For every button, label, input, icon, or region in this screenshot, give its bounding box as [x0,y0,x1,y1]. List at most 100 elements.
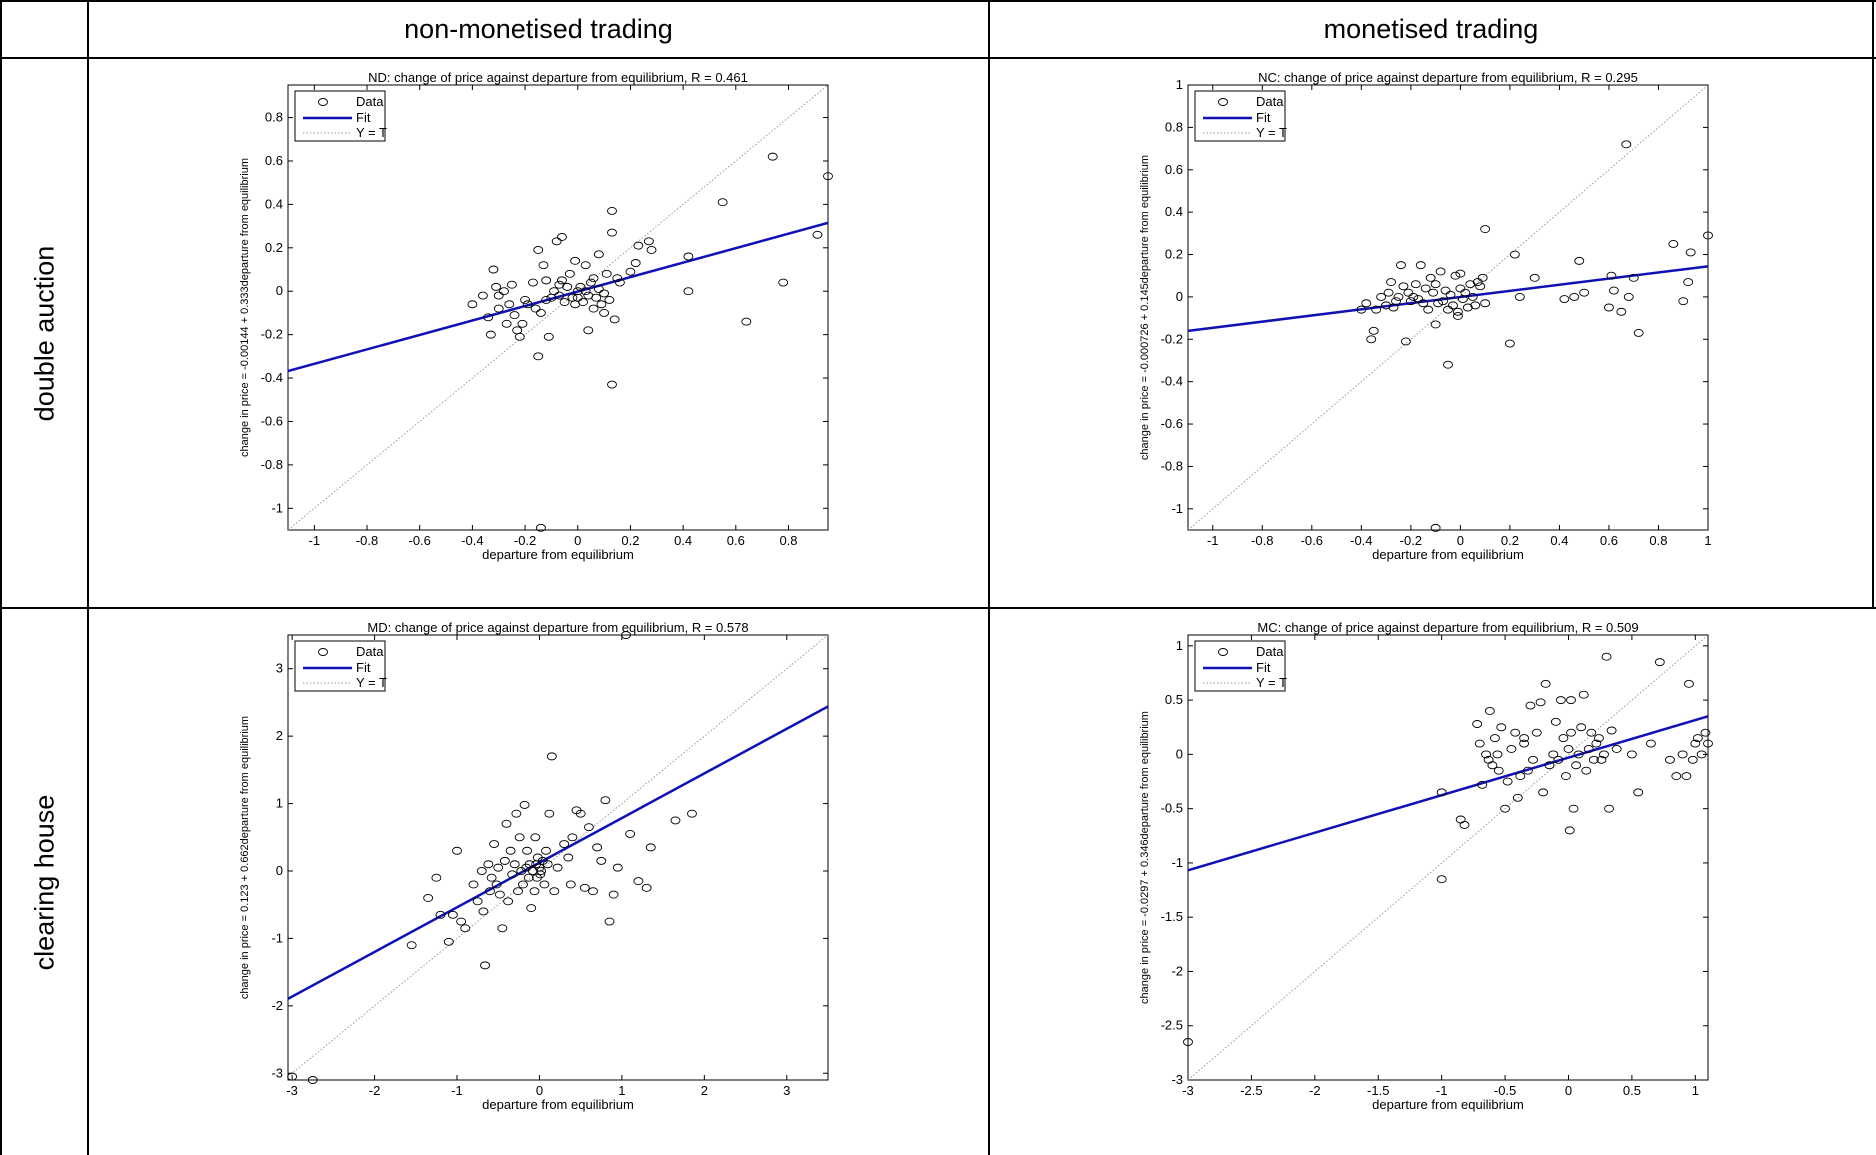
data-point [513,887,523,896]
x-tick-label: -1 [1207,533,1219,548]
x-tick-label: -0.4 [1350,533,1372,548]
data-point [741,317,752,326]
data-point [523,873,534,882]
y-tick-label: 0.2 [265,240,283,255]
data-point [1561,772,1571,781]
data-point [1425,273,1436,282]
data-point [1371,305,1382,314]
y-tick-label: 0.5 [1165,692,1183,707]
x-tick-label: 0.2 [1501,533,1519,548]
y-tick-label: -1 [1171,855,1183,870]
x-tick-label: -0.6 [409,533,431,548]
fit-line [1188,715,1708,872]
legend-yeqt-label: Y = T [356,125,387,140]
data-point [1548,750,1559,759]
data-point [1578,690,1589,699]
x-tick-label: -2.5 [1240,1083,1262,1098]
data-point [493,291,504,300]
data-point [1480,299,1491,308]
data-point [683,287,694,296]
legend-fit-label: Fit [356,660,371,675]
data-point [1474,739,1485,748]
data-point [593,285,604,293]
data-point [486,873,497,882]
data-point [1423,305,1434,314]
legend-fit-label: Fit [356,110,371,125]
data-point [645,843,656,852]
data-point [522,300,533,309]
y-tick-label: 3 [276,661,283,676]
data-point [630,259,641,267]
data-point [604,295,615,304]
data-point [607,380,617,389]
data-point [1665,755,1675,764]
legend-data-marker [1218,648,1228,656]
data-point [1506,745,1517,753]
x-tick-label: 0 [1565,1083,1572,1098]
data-point [1436,788,1447,797]
legend-data-label: Data [356,94,384,109]
data-point [683,252,694,261]
data-point [564,269,575,278]
data-point [1566,728,1576,737]
data-point [1687,755,1698,764]
data-point [1436,875,1447,884]
data-point [467,300,478,309]
data-point [1677,750,1688,759]
y-tick-label: 0.6 [1165,162,1183,177]
chart-title: MC: change of price against departure fr… [1257,620,1638,635]
x-tick-label: 0.4 [674,533,692,548]
table-divider-center [988,0,990,1155]
data-point [536,867,547,875]
data-point [530,833,541,842]
x-tick-label: -3 [1182,1083,1194,1098]
data-point [687,809,697,818]
y-tick-label: -0.6 [1161,416,1183,431]
x-tick-label: 0.4 [1550,533,1568,548]
data-point [1376,292,1387,301]
data-point [506,280,517,289]
data-point [572,293,583,302]
data-point [493,863,504,872]
data-point [1571,761,1582,770]
data-point [599,289,610,298]
data-point [543,332,554,341]
data-point [1450,271,1461,280]
x-tick-label: 0.5 [1623,1083,1641,1098]
data-point [1654,658,1665,667]
data-point [1591,739,1602,748]
data-point [1400,337,1411,346]
data-point [501,819,512,828]
data-point [546,752,557,761]
data-point [499,287,509,296]
y-tick-label: 1 [1176,77,1183,92]
data-point [1420,284,1431,293]
data-point [551,237,562,246]
data-point [505,846,516,855]
legend-yeqt-label: Y = T [1256,675,1287,690]
data-point [460,924,471,933]
data-point [1430,320,1441,329]
data-point [588,887,598,896]
column-header-label: non-monetised trading [404,14,673,44]
data-point [1626,750,1637,759]
chart-mc: MC: change of price against departure fr… [1139,620,1713,1112]
data-point [468,880,479,889]
x-tick-label: -0.5 [1494,1083,1516,1098]
data-point [1555,696,1566,705]
chart-md: MD: change of price against departure fr… [239,620,829,1112]
data-point [1455,284,1466,293]
data-point [1462,303,1473,312]
data-point [1608,286,1619,295]
legend-fit-label: Fit [1256,660,1271,675]
y-tick-label: 0 [276,863,283,878]
data-point [1361,299,1372,308]
data-point [812,230,823,239]
row-header-clearing-house: clearing house [2,609,87,1155]
data-point [435,910,446,919]
x-tick-label: 0 [1457,533,1464,548]
data-point [1621,140,1632,149]
data-point [512,326,523,335]
y-tick-label: -0.4 [261,370,283,385]
data-point [517,319,528,328]
